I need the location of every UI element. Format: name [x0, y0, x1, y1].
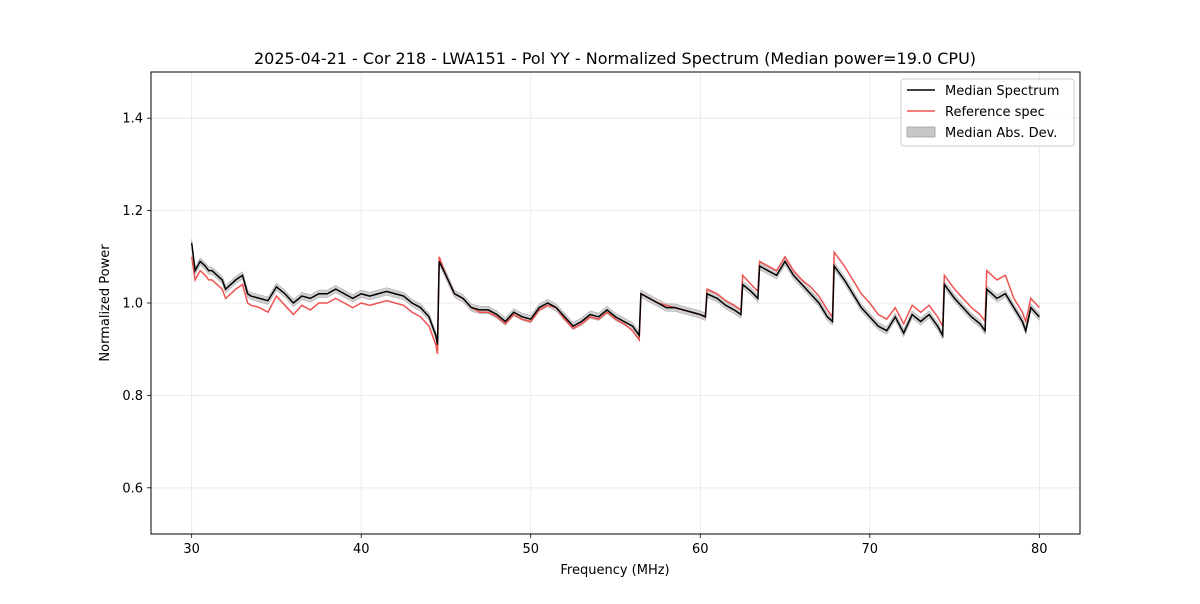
x-tick-label: 50 — [522, 542, 539, 557]
plot-series-group — [190, 239, 1040, 354]
y-tick-label: 1.4 — [122, 112, 143, 127]
legend-label-reference: Reference spec — [945, 105, 1045, 120]
series-reference-spec — [190, 249, 1040, 354]
legend-label-median: Median Spectrum — [945, 84, 1059, 99]
y-tick-label: 1.0 — [122, 297, 143, 312]
x-axis-ticks: 30 40 50 60 70 80 — [183, 534, 1048, 557]
legend-label-mad: Median Abs. Dev. — [945, 126, 1057, 141]
x-axis-label: Frequency (MHz) — [560, 563, 669, 578]
x-tick-label: 30 — [183, 542, 200, 557]
chart-title: 2025-04-21 - Cor 218 - LWA151 - Pol YY -… — [254, 49, 976, 68]
x-tick-label: 70 — [862, 542, 879, 557]
y-tick-label: 1.2 — [122, 204, 143, 219]
legend-swatch-mad — [906, 126, 936, 138]
y-axis-ticks: 0.6 0.8 1.0 1.2 1.4 — [122, 112, 151, 496]
y-tick-label: 0.8 — [122, 389, 143, 404]
x-tick-label: 60 — [692, 542, 709, 557]
x-tick-label: 80 — [1031, 542, 1048, 557]
series-median-spectrum — [190, 242, 1040, 345]
y-axis-label: Normalized Power — [98, 244, 113, 362]
y-tick-label: 0.6 — [122, 481, 143, 496]
x-tick-label: 40 — [353, 542, 370, 557]
legend-box — [900, 78, 1075, 147]
legend: Median Spectrum Reference spec Median Ab… — [900, 78, 1075, 147]
